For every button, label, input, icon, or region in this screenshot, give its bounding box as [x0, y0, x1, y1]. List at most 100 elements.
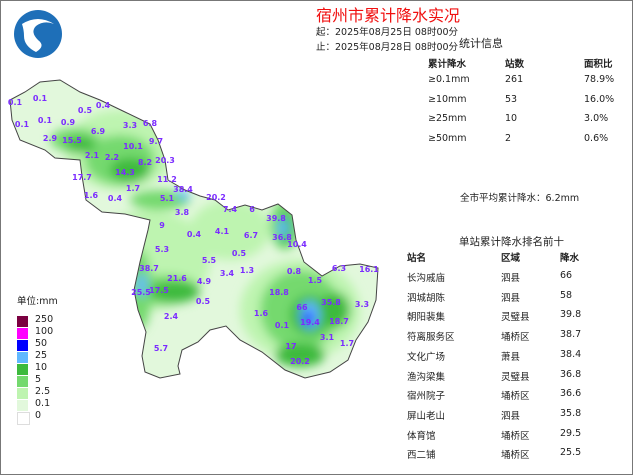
- legend-swatch: [17, 364, 28, 375]
- station-name: 长沟戚庙: [407, 273, 446, 284]
- rain-area: [150, 282, 200, 302]
- station-value: 7.4: [223, 205, 238, 214]
- rain-area: [190, 200, 270, 260]
- station-rain: 38.7: [560, 329, 582, 341]
- legend-label: 25: [35, 350, 48, 361]
- station-name: 符离服务区: [407, 332, 455, 344]
- station-value: 2.2: [105, 153, 119, 162]
- station-value: 16.1: [359, 265, 379, 274]
- station-value: 15.5: [62, 136, 82, 145]
- station-region: 埇桥区: [501, 391, 530, 403]
- stats-area-ratio: 0.6%: [584, 132, 609, 144]
- rain-area: [65, 137, 95, 153]
- station-value: 1.5: [308, 276, 323, 285]
- legend-label: 50: [35, 338, 48, 349]
- station-value: 6.9: [91, 127, 106, 136]
- stats-area-ratio: 16.0%: [584, 93, 615, 105]
- station-rain: 66: [560, 270, 573, 281]
- station-value: 2.1: [85, 151, 100, 160]
- station-value: 4.9: [197, 277, 212, 286]
- station-value: 9: [159, 221, 165, 230]
- station-rain: 38.4: [560, 348, 582, 360]
- stats-title: 统计信息: [459, 37, 503, 50]
- station-value: 0.1: [38, 116, 53, 125]
- legend-swatch: [17, 412, 30, 425]
- rain-area: [320, 292, 350, 328]
- start-time: 起：2025年08月25日 08时00分: [316, 27, 459, 38]
- legend-swatch: [17, 328, 28, 339]
- station-value: 18.7: [329, 317, 349, 326]
- station-value: 6.3: [332, 264, 346, 273]
- legend-unit: 单位:mm: [17, 296, 58, 307]
- legend-label: 0: [35, 410, 42, 421]
- stats-threshold: ≥25mm: [428, 113, 467, 124]
- station-value: 2.4: [164, 312, 179, 321]
- station-value: 21.6: [167, 274, 187, 283]
- station-value: 1.7: [126, 184, 140, 193]
- station-value: 0.4: [108, 194, 123, 203]
- stats-count: 2: [505, 132, 512, 144]
- station-value: 20.2: [290, 357, 310, 366]
- ranking-title: 单站累计降水排名前十: [459, 236, 564, 248]
- end-time: 止：2025年08月28日 08时00分: [316, 42, 459, 53]
- station-rain: 35.8: [560, 407, 582, 419]
- station-rain: 36.6: [560, 388, 582, 400]
- ranking-header-station: 站名: [407, 253, 427, 264]
- station-value: 20.2: [206, 193, 226, 202]
- station-region: 埇桥区: [501, 332, 530, 344]
- station-rain: 39.8: [560, 309, 582, 321]
- stats-header-count: 站数: [505, 59, 525, 70]
- station-name: 泗城胡陈: [407, 292, 446, 304]
- station-value: 5.5: [202, 256, 217, 265]
- station-region: 埇桥区: [501, 450, 530, 462]
- station-value: 4.1: [215, 227, 230, 236]
- station-region: 泗县: [501, 292, 521, 304]
- station-value: 2.9: [43, 134, 58, 143]
- logo-circle: [14, 10, 62, 58]
- stats-header-area: 面积比: [584, 59, 613, 70]
- station-value: 9.7: [149, 137, 163, 146]
- station-value: 3.8: [175, 208, 190, 217]
- ranking-header-region: 区域: [501, 253, 521, 264]
- station-value: 66: [296, 303, 308, 312]
- rain-area: [278, 218, 288, 238]
- stats-area-ratio: 78.9%: [584, 74, 615, 85]
- legend-swatch: [17, 388, 28, 399]
- stats-threshold: ≥10mm: [428, 93, 467, 105]
- rain-area: [303, 311, 313, 325]
- city-boundary: [9, 79, 379, 379]
- station-value: 1.7: [340, 339, 354, 348]
- legend-label: 10: [35, 362, 48, 373]
- rain-fill: [10, 80, 378, 378]
- station-value: 3.3: [123, 121, 137, 130]
- station-value: 6.8: [143, 119, 158, 128]
- legend-label: 2.5: [35, 386, 51, 397]
- stats-area-ratio: 3.0%: [584, 113, 609, 124]
- station-value: 17: [285, 342, 296, 351]
- station-value: 0.4: [96, 101, 111, 110]
- rain-area: [130, 190, 190, 210]
- station-region: 萧县: [501, 351, 521, 363]
- station-value: 14.3: [115, 168, 135, 177]
- station-value: 8.2: [138, 158, 152, 167]
- rain-area: [137, 273, 147, 297]
- station-value: 3.4: [220, 269, 235, 278]
- station-value: 6: [249, 205, 255, 214]
- legend-swatch: [17, 352, 28, 363]
- station-value: 0.5: [196, 297, 211, 306]
- station-region: 泗县: [501, 273, 521, 284]
- station-rain: 58: [560, 289, 573, 301]
- station-rain: 36.8: [560, 368, 582, 380]
- station-value: 0.9: [61, 118, 76, 127]
- station-name: 文化广场: [407, 351, 446, 363]
- station-name: 宿州院子: [407, 391, 446, 403]
- station-value: 5.7: [154, 344, 168, 353]
- station-value: 18.8: [269, 288, 289, 297]
- station-value: 17.5: [149, 286, 169, 295]
- logo-swirl: [22, 19, 54, 52]
- legend-swatch: [17, 316, 28, 327]
- legend-swatch: [17, 340, 28, 351]
- legend-swatch: [17, 400, 28, 411]
- station-value: 10.4: [287, 240, 307, 249]
- station-value: 0.8: [287, 267, 302, 276]
